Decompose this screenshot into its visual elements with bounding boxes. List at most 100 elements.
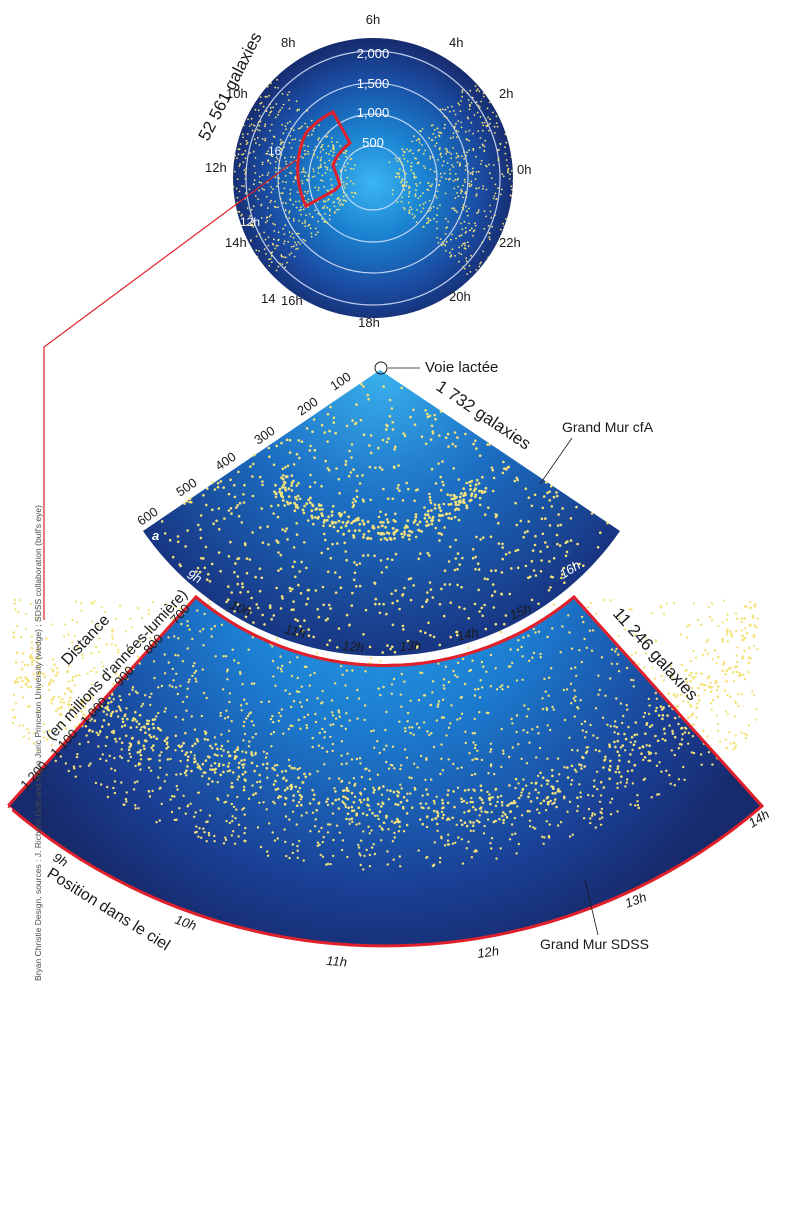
galaxy-dot: [654, 734, 657, 738]
galaxy-dot: [463, 682, 467, 686]
galaxy-dot: [121, 720, 125, 724]
galaxy-dot: [471, 758, 474, 762]
galaxy-dot: [365, 813, 369, 817]
galaxy-dot: [469, 488, 472, 491]
galaxy-dot: [281, 92, 284, 95]
galaxy-dot: [275, 637, 279, 640]
galaxy-dot: [452, 110, 455, 112]
galaxy-dot: [362, 536, 365, 539]
galaxy-dot: [484, 262, 487, 264]
galaxy-dot: [262, 750, 266, 753]
galaxy-dot: [296, 247, 299, 250]
galaxy-dot: [186, 647, 189, 650]
galaxy-dot: [210, 764, 213, 767]
galaxy-dot: [709, 681, 712, 684]
galaxy-dot: [242, 788, 246, 792]
galaxy-dot: [241, 213, 244, 216]
galaxy-dot: [277, 231, 280, 234]
galaxy-dot: [459, 492, 463, 495]
galaxy-dot: [204, 545, 208, 549]
galaxy-dot: [243, 813, 246, 816]
galaxy-dot: [591, 812, 594, 815]
galaxy-dot: [473, 772, 477, 776]
galaxy-dot: [476, 111, 479, 114]
galaxy-dot: [14, 661, 18, 664]
galaxy-dot: [458, 252, 461, 255]
galaxy-dot: [276, 666, 280, 669]
galaxy-dot: [350, 180, 352, 183]
galaxy-dot: [219, 747, 223, 751]
galaxy-dot: [317, 220, 319, 223]
galaxy-dot: [258, 181, 261, 184]
galaxy-dot: [418, 520, 422, 524]
galaxy-dot: [181, 700, 185, 704]
galaxy-dot: [339, 170, 342, 172]
galaxy-dot: [402, 432, 406, 435]
galaxy-dot: [417, 849, 420, 852]
galaxy-dot: [128, 649, 131, 652]
galaxy-dot: [246, 224, 249, 226]
galaxy-dot: [189, 802, 192, 805]
galaxy-dot: [626, 778, 629, 781]
galaxy-dot: [59, 755, 63, 758]
galaxy-dot: [676, 693, 679, 697]
galaxy-dot: [314, 589, 318, 592]
galaxy-dot: [337, 197, 339, 200]
galaxy-dot: [260, 101, 263, 104]
galaxy-dot: [243, 732, 247, 736]
galaxy-dot: [272, 135, 275, 138]
galaxy-dot: [576, 805, 580, 808]
galaxy-dot: [320, 179, 322, 182]
galaxy-dot: [453, 674, 457, 677]
galaxy-dot: [329, 823, 332, 826]
distance-axis-title: Distance: [58, 612, 113, 669]
galaxy-dot: [513, 479, 517, 483]
galaxy-dot: [412, 152, 414, 155]
galaxy-dot: [592, 785, 596, 788]
galaxy-dot: [519, 794, 523, 797]
galaxy-dot: [367, 529, 371, 533]
galaxy-dot: [422, 225, 425, 228]
galaxy-dot: [79, 602, 83, 605]
galaxy-dot: [460, 838, 464, 841]
galaxy-dot: [455, 122, 457, 125]
galaxy-dot: [449, 502, 453, 506]
galaxy-dot: [473, 717, 476, 721]
galaxy-dot: [324, 165, 327, 168]
galaxy-dot: [391, 601, 395, 605]
galaxy-dot: [494, 132, 496, 134]
galaxy-dot: [186, 765, 189, 768]
galaxy-dot: [352, 195, 355, 198]
galaxy-dot: [585, 646, 588, 649]
galaxy-dot: [629, 803, 632, 806]
galaxy-dot: [420, 210, 423, 213]
galaxy-dot: [478, 170, 480, 173]
galaxy-dot: [331, 542, 334, 546]
galaxy-dot: [468, 149, 471, 152]
galaxy-dot: [242, 153, 245, 155]
galaxy-dot: [463, 811, 466, 814]
galaxy-dot: [461, 862, 465, 865]
galaxy-dot: [514, 832, 517, 835]
galaxy-dot: [680, 738, 684, 741]
galaxy-dot: [413, 175, 416, 178]
galaxy-dot: [431, 156, 434, 159]
galaxy-dot: [466, 241, 469, 244]
galaxy-dot: [153, 718, 157, 721]
galaxy-dot: [594, 748, 597, 752]
galaxy-dot: [281, 263, 284, 265]
galaxy-dot: [588, 629, 592, 632]
galaxy-dot: [277, 87, 279, 89]
galaxy-dot: [285, 163, 288, 165]
galaxy-dot: [323, 186, 325, 188]
galaxy-dot: [381, 828, 384, 831]
galaxy-dot: [517, 743, 520, 746]
galaxy-dot: [394, 520, 397, 523]
galaxy-dot: [228, 821, 232, 825]
galaxy-dot: [386, 863, 389, 866]
galaxy-dot: [137, 722, 141, 726]
galaxy-dot: [283, 480, 286, 484]
galaxy-dot: [494, 622, 498, 626]
galaxy-dot: [481, 614, 485, 618]
galaxy-dot: [213, 762, 217, 765]
